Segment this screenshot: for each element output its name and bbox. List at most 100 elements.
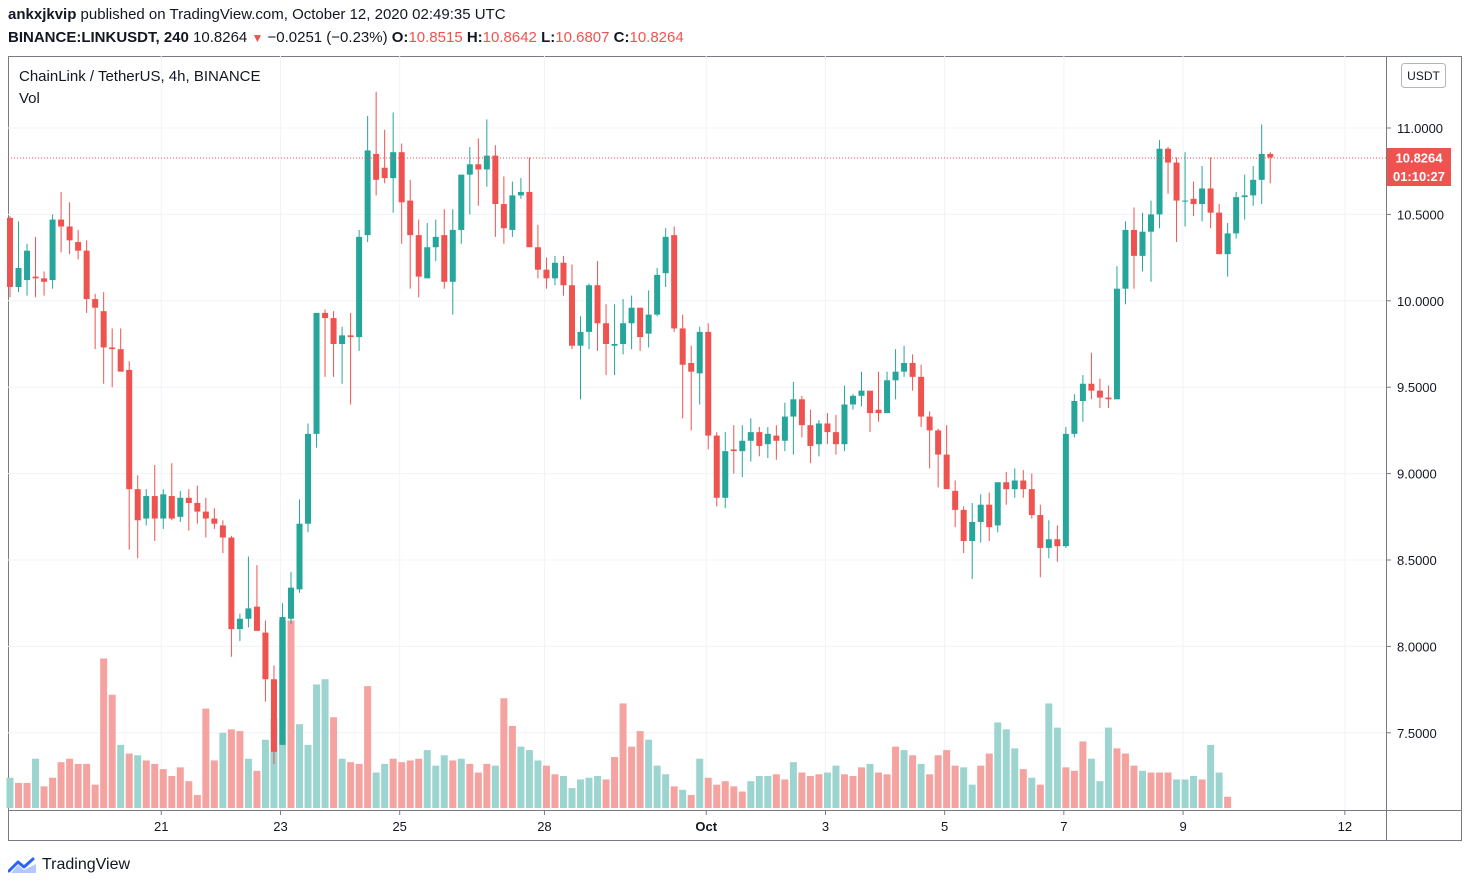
candle-body — [952, 490, 959, 510]
candle-body — [49, 219, 56, 281]
volume-bar — [74, 763, 82, 808]
volume-bar — [730, 786, 738, 808]
volume-bar — [917, 763, 925, 808]
currency-label: USDT — [1407, 69, 1440, 83]
volume-bar — [219, 732, 227, 808]
price-axis[interactable]: 11.0000 10.5000 10.0000 9.5000 9.0000 8.5000 8… — [1386, 121, 1444, 741]
candle-body — [432, 236, 439, 248]
volume-bar — [338, 758, 346, 808]
candle-body — [560, 262, 567, 286]
volume-bar — [236, 731, 244, 808]
candle-body — [475, 164, 482, 170]
candle-body — [739, 440, 746, 452]
candle-body — [151, 496, 158, 519]
candle-body — [901, 363, 908, 372]
time-tick-label: 25 — [392, 819, 406, 834]
volume-bar — [1028, 777, 1036, 808]
candle-body — [41, 278, 48, 282]
volume-bar — [721, 781, 729, 808]
volume-bar — [1079, 741, 1087, 808]
candle-body — [594, 285, 601, 324]
high-label: H: — [466, 29, 483, 46]
volume-bar — [406, 760, 414, 808]
volume-bar — [789, 762, 797, 808]
candle-body — [1250, 179, 1257, 196]
time-tick-label: 28 — [537, 819, 551, 834]
candle-body — [500, 204, 507, 229]
volume-bar — [1190, 776, 1198, 808]
volume-bar — [866, 763, 874, 808]
volume-bar — [483, 763, 491, 808]
volume-bar — [1173, 779, 1181, 808]
candle-body — [892, 371, 899, 381]
down-triangle-icon: ▼ — [251, 31, 264, 45]
candle-body — [339, 335, 346, 344]
candle-body — [415, 235, 422, 277]
candle-body — [1020, 480, 1027, 490]
volume-bar — [713, 784, 721, 808]
time-tick-label: 5 — [941, 819, 948, 834]
volume-bar — [449, 760, 457, 808]
candle-body — [841, 404, 848, 445]
candle-body — [424, 247, 431, 279]
candle-body — [824, 423, 831, 433]
currency-button[interactable] — [1401, 63, 1446, 88]
candle-body — [577, 331, 584, 346]
volume-bar — [23, 782, 31, 808]
candle-body — [986, 504, 993, 528]
price-tick-label: 8.0000 — [1397, 639, 1437, 654]
time-tick-label: 9 — [1179, 819, 1186, 834]
symbol-line: BINANCE:LINKUSDT, 240 10.8264 ▼ −0.0251 … — [8, 29, 684, 46]
tradingview-brand[interactable]: TradingView — [8, 853, 130, 877]
price-change: −0.0251 (−0.23%) — [267, 29, 388, 46]
time-axis[interactable]: 21 23 25 28 Oct 3 5 7 9 12 — [154, 810, 1352, 834]
candle-body — [654, 274, 661, 315]
candle-body — [620, 323, 627, 344]
volume-bar — [1045, 703, 1053, 808]
volume-bar — [832, 765, 840, 808]
candle-body — [109, 347, 116, 350]
candle-body — [194, 502, 201, 512]
candle-body — [441, 235, 448, 282]
candle-body — [492, 155, 499, 205]
volume-bar — [798, 772, 806, 808]
chart-border — [8, 56, 1462, 841]
publisher-name[interactable]: ankxjkvip — [8, 6, 77, 23]
candle-body — [7, 217, 13, 287]
candle-body — [322, 312, 329, 319]
candle-body — [875, 409, 882, 414]
volume-bar — [372, 772, 380, 808]
candle-body — [270, 679, 277, 752]
volume-bar — [1096, 781, 1104, 808]
time-tick-label: 23 — [273, 819, 287, 834]
candle-body — [407, 200, 414, 236]
time-tick-label: Oct — [695, 819, 717, 834]
price-tick-label: 8.5000 — [1397, 553, 1437, 568]
candle-body — [1071, 401, 1078, 434]
volume-bar — [849, 776, 857, 808]
candle-body — [313, 312, 320, 434]
candle-body — [705, 331, 712, 436]
volume-bar — [1207, 744, 1215, 808]
candle-body — [398, 152, 405, 203]
volume-bar — [1121, 753, 1129, 808]
candle-body — [330, 318, 337, 344]
price-tick-label: 10.5000 — [1397, 207, 1444, 222]
candle-body — [568, 285, 575, 346]
volume-bar — [49, 777, 57, 808]
volume-bar — [542, 765, 550, 808]
time-tick-label: 12 — [1338, 819, 1352, 834]
candle-body — [83, 250, 90, 300]
candle-body — [773, 435, 780, 441]
volume-bar — [892, 746, 900, 808]
volume-bar — [755, 776, 763, 808]
volume-bar — [227, 729, 235, 808]
candle-body — [134, 489, 141, 521]
candle-body — [867, 390, 874, 414]
price-tick-label: 9.5000 — [1397, 380, 1437, 395]
volume-bar — [15, 782, 23, 808]
candle-body — [1233, 197, 1240, 234]
candle-body — [1054, 539, 1061, 547]
candle-body — [168, 496, 175, 519]
